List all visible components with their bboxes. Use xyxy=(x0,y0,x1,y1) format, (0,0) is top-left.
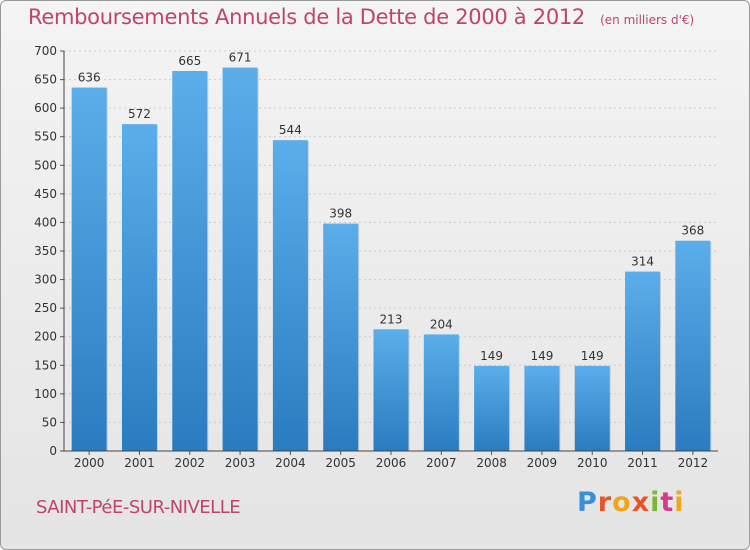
bar xyxy=(323,223,359,451)
y-tick-label: 700 xyxy=(34,44,57,58)
y-tick-label: 50 xyxy=(42,415,57,429)
x-tick-label: 2012 xyxy=(678,456,709,470)
y-tick-label: 600 xyxy=(34,101,57,115)
y-tick-label: 200 xyxy=(34,330,57,344)
bar xyxy=(121,124,157,452)
y-tick-label: 650 xyxy=(34,73,57,87)
y-tick-label: 400 xyxy=(34,215,57,229)
y-axis-ticks: 0 50 100 150 200 250 300 350 400 450 500 550 600 650 7… xyxy=(34,44,64,458)
data-label: 636 xyxy=(78,71,101,85)
y-tick-label: 350 xyxy=(34,244,57,258)
bar xyxy=(272,140,308,451)
data-label: 368 xyxy=(681,224,704,238)
x-tick-label: 2001 xyxy=(124,456,155,470)
bars xyxy=(71,67,712,452)
x-tick-label: 2005 xyxy=(325,456,356,470)
bar xyxy=(222,67,258,452)
value-labels: 636 572 665 671 544 398 213 204 149 149 149 314 368 xyxy=(78,51,705,363)
bar xyxy=(625,271,661,451)
y-tick-label: 450 xyxy=(34,187,57,201)
bar xyxy=(574,365,610,451)
title-row: Remboursements Annuels de la Dette de 20… xyxy=(28,5,694,29)
chart-subtitle: (en milliers d'€) xyxy=(600,13,695,27)
x-tick-label: 2009 xyxy=(527,456,558,470)
y-tick-label: 550 xyxy=(34,130,57,144)
data-label: 204 xyxy=(430,317,453,331)
bar xyxy=(172,71,208,451)
bar xyxy=(474,365,510,451)
y-tick-label: 500 xyxy=(34,158,57,172)
bar xyxy=(675,240,711,451)
x-axis-ticks: 2000 2001 2002 2003 2004 2005 2006 2007 2008 2009… xyxy=(74,451,708,470)
data-label: 149 xyxy=(581,349,604,363)
x-tick-label: 2006 xyxy=(376,456,407,470)
x-tick-label: 2008 xyxy=(476,456,507,470)
y-tick-label: 150 xyxy=(34,358,57,372)
data-label: 149 xyxy=(480,349,503,363)
y-tick-label: 250 xyxy=(34,301,57,315)
data-label: 671 xyxy=(229,51,252,65)
data-label: 572 xyxy=(128,107,151,121)
data-label: 398 xyxy=(329,207,352,221)
data-label: 544 xyxy=(279,123,302,137)
x-tick-label: 2011 xyxy=(627,456,658,470)
place-name: SAINT-PéE-SUR-NIVELLE xyxy=(36,497,241,518)
x-tick-label: 2000 xyxy=(74,456,105,470)
data-label: 314 xyxy=(631,255,654,269)
bar xyxy=(71,87,107,452)
bar xyxy=(373,329,409,451)
data-label: 213 xyxy=(380,312,403,326)
chart-title: Remboursements Annuels de la Dette de 20… xyxy=(28,5,585,29)
bar xyxy=(524,365,560,451)
x-tick-label: 2004 xyxy=(275,456,306,470)
y-tick-label: 0 xyxy=(49,444,57,458)
data-label: 149 xyxy=(530,349,553,363)
x-tick-label: 2010 xyxy=(577,456,608,470)
data-label: 665 xyxy=(178,54,201,68)
x-tick-label: 2007 xyxy=(426,456,457,470)
y-tick-label: 100 xyxy=(34,387,57,401)
x-tick-label: 2003 xyxy=(225,456,256,470)
bar xyxy=(423,334,459,451)
x-tick-label: 2002 xyxy=(174,456,205,470)
y-tick-label: 300 xyxy=(34,273,57,287)
proxiti-logo: Proxiti xyxy=(577,487,685,518)
